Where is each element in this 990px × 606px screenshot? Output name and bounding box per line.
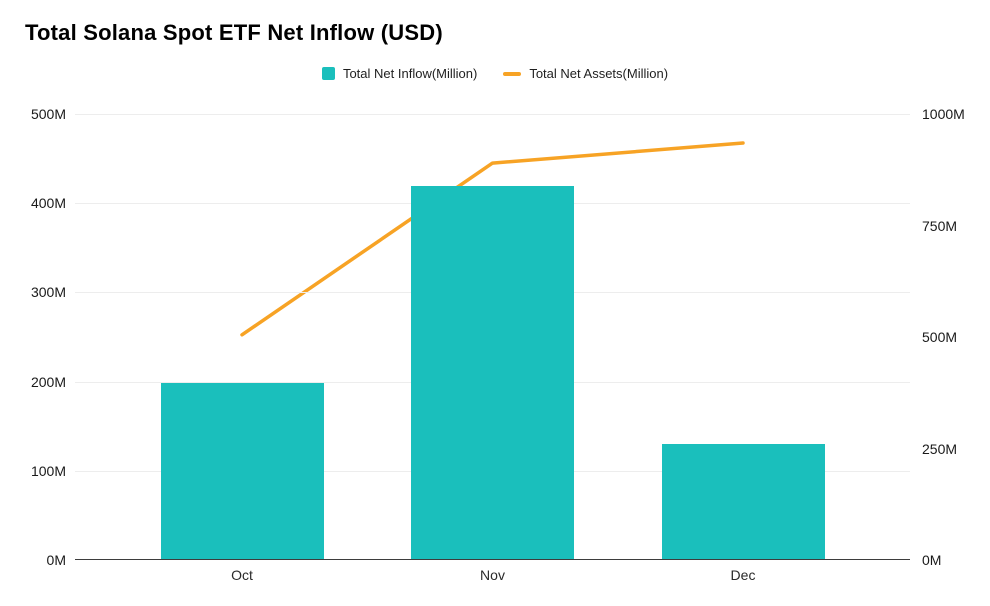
bar-nov[interactable] bbox=[411, 186, 574, 559]
left-axis-tick-label: 0M bbox=[46, 552, 66, 568]
right-axis-tick-label: 250M bbox=[922, 440, 958, 457]
legend-label-net-inflow: Total Net Inflow(Million) bbox=[342, 66, 478, 81]
x-axis-label-nov: Nov bbox=[480, 567, 505, 583]
bar-dec[interactable] bbox=[661, 444, 825, 559]
x-axis-label-dec: Dec bbox=[730, 567, 756, 583]
legend: Total Net Inflow(Million) Total Net Asse… bbox=[0, 66, 990, 81]
net-assets-line-layer bbox=[240, 141, 745, 337]
right-y-axis: 0M 250M 500M 750M 1000M bbox=[922, 106, 988, 568]
net-inflow-swatch-icon bbox=[321, 67, 335, 80]
left-axis-tick-label: 100M bbox=[30, 462, 66, 479]
right-axis-tick-label: 0M bbox=[922, 552, 942, 568]
plot-area bbox=[75, 114, 910, 560]
left-y-axis: 0M 100M 200M 300M 400M 500M bbox=[0, 106, 66, 568]
x-axis-line bbox=[75, 559, 910, 560]
right-axis-tick-label: 750M bbox=[922, 217, 958, 234]
left-axis-tick-label: 500M bbox=[30, 106, 66, 122]
legend-label-net-assets: Total Net Assets(Million) bbox=[529, 66, 669, 81]
chart-title: Total Solana Spot ETF Net Inflow (USD) bbox=[25, 20, 443, 45]
gridline bbox=[75, 114, 910, 115]
bar-oct[interactable] bbox=[160, 383, 324, 559]
right-axis-tick-label: 500M bbox=[922, 329, 958, 345]
x-axis-label-oct: Oct bbox=[231, 567, 253, 583]
left-axis-tick-label: 200M bbox=[30, 373, 66, 390]
legend-item-net-assets[interactable]: Total Net Assets(Million) bbox=[503, 66, 668, 81]
right-axis-tick-label: 1000M bbox=[922, 106, 965, 122]
net-assets-line[interactable] bbox=[240, 141, 745, 337]
legend-item-net-inflow[interactable]: Total Net Inflow(Million) bbox=[321, 66, 478, 81]
net-assets-swatch-icon bbox=[503, 71, 522, 76]
left-axis-tick-label: 400M bbox=[30, 195, 66, 212]
left-axis-tick-label: 300M bbox=[30, 284, 66, 301]
